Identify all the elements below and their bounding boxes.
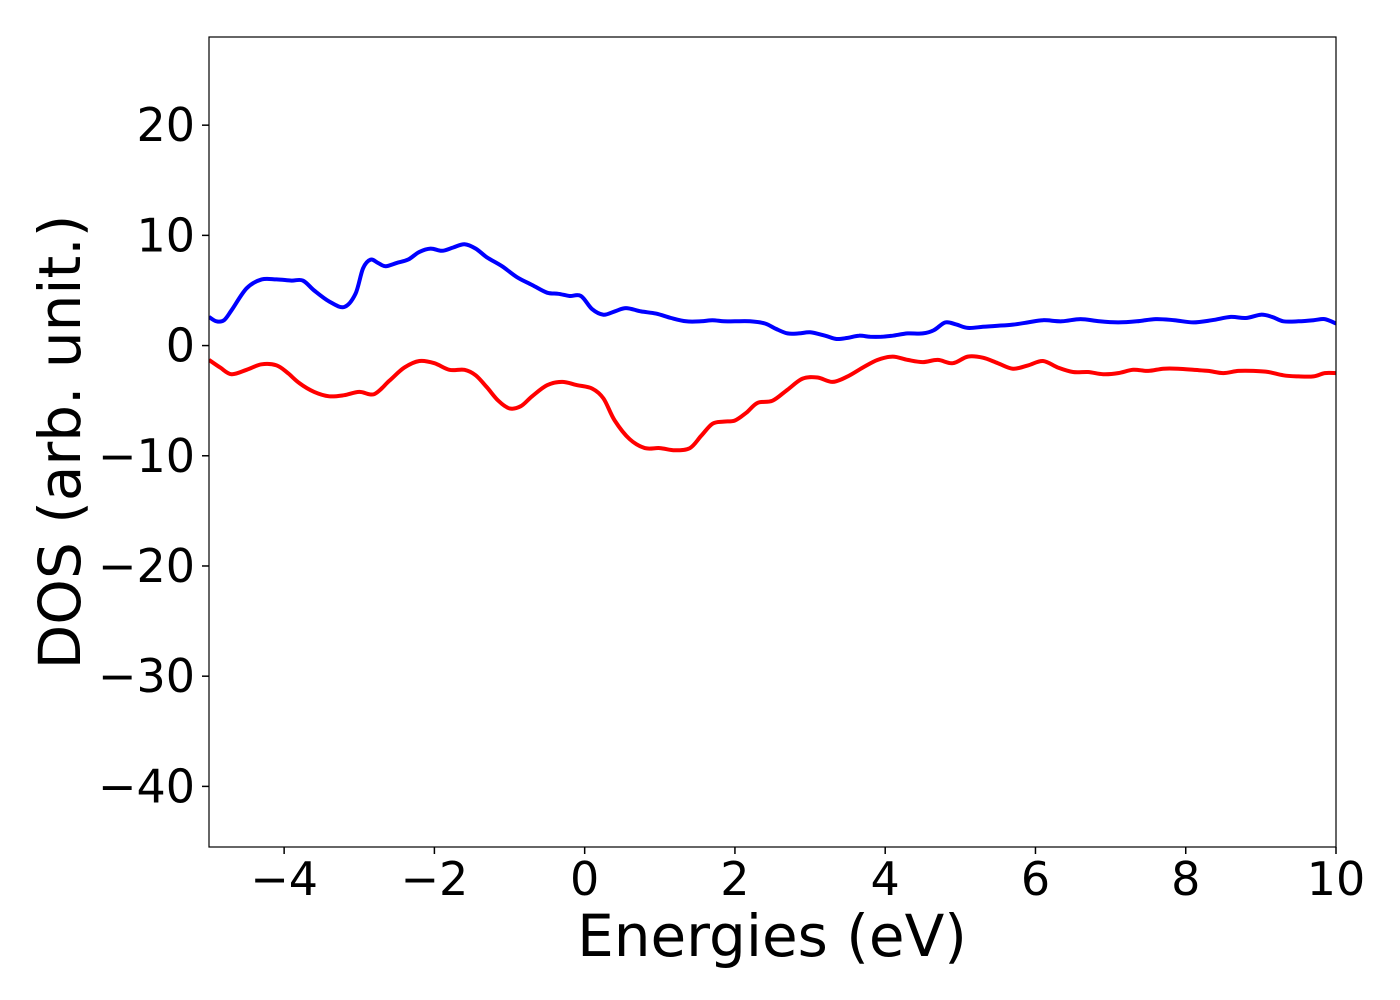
x-tick-label: 4 xyxy=(871,852,900,906)
x-tick-label: −4 xyxy=(250,852,318,906)
x-axis: −4 −2 0 2 4 6 8 10 xyxy=(250,847,1365,906)
y-tick-label: −10 xyxy=(98,429,195,483)
y-tick-label: 0 xyxy=(166,319,195,373)
x-tick-label: 0 xyxy=(570,852,599,906)
y-tick-label: −20 xyxy=(98,539,195,593)
x-tick-label: 8 xyxy=(1171,852,1200,906)
x-tick-label: −2 xyxy=(400,852,468,906)
series-line-2 xyxy=(209,354,1336,453)
x-tick-label: 10 xyxy=(1307,852,1366,906)
y-axis: 20 10 0 −10 −20 −30 −40 xyxy=(98,98,209,813)
y-tick-label: −40 xyxy=(98,759,195,813)
y-axis-title: DOS (arb. unit.) xyxy=(26,215,94,670)
y-tick-label: −30 xyxy=(98,649,195,703)
plot-area xyxy=(209,242,1336,453)
y-tick-label: 10 xyxy=(136,208,195,262)
y-tick-label: 20 xyxy=(136,98,195,152)
series-line-1 xyxy=(209,242,1336,342)
plot-frame xyxy=(208,36,1337,848)
x-tick-label: 2 xyxy=(720,852,749,906)
x-tick-label: 6 xyxy=(1021,852,1050,906)
x-axis-title: Energies (eV) xyxy=(577,902,967,970)
